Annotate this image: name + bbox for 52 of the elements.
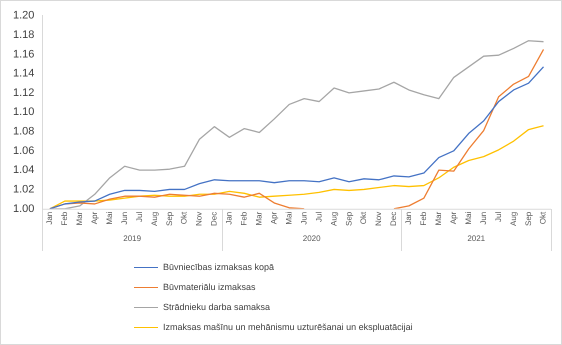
legend-label: Būvniecības izmaksas kopā [163,262,274,272]
y-tick-label: 1.20 [12,10,34,22]
x-tick-label: Nov [374,212,384,226]
x-tick-label: Apr [90,211,99,224]
x-tick-label: Jun [120,212,129,225]
x-tick-label: Mar [75,211,84,226]
y-tick-label: 1.06 [12,144,34,157]
x-tick-label: Apr [448,211,458,224]
text: 2020 [302,234,322,244]
y-tick-label: 1.12 [12,86,34,99]
x-tick-label: Jan [404,212,414,225]
x-tick-label: Apr [269,211,278,224]
x-tick-label: Nov [194,212,204,226]
x-tick-label: Jan [45,212,54,225]
x-tick-label: Mai [104,212,114,225]
text: 2019 [123,234,142,244]
x-tick-label: Aug [508,212,518,226]
x-tick-label: Okt [180,210,189,224]
x-tick-label: Dec [389,212,398,226]
y-tick-label: 1.10 [12,106,34,118]
x-tick-label: Feb [60,211,70,226]
x-tick-label: Okt [538,210,548,224]
x-tick-label: Jul [314,212,324,222]
x-tick-label: Aug [329,212,338,226]
x-tick-label: Aug [150,212,159,226]
text: 2021 [467,234,486,244]
x-tick-label: Jan [224,212,234,225]
y-tick-label: 1.04 [12,164,34,176]
legend-label: Būvmateriālu izmaksas [163,282,256,292]
x-tick-label: Mai [284,212,294,225]
x-tick-label: Mar [434,211,444,226]
x-tick-label: Feb [240,211,249,226]
x-tick-label: Feb [419,211,428,226]
y-tick-label: 1.02 [12,183,34,196]
y-tick-label: 1.00 [12,202,34,215]
x-tick-label: Jul [134,212,144,222]
legend-label: Izmaksas mašīnu un mehānismu uzturēšanai un ekspluatācijai [163,322,413,332]
x-tick-label: Dec [210,212,219,226]
x-tick-label: Jun [299,212,308,225]
x-tick-label: Jul [494,212,503,222]
x-tick-label: Sep [524,211,533,226]
x-tick-label: Mar [254,211,264,226]
y-tick-label: 1.16 [12,48,34,60]
y-tick-label: 1.14 [12,68,34,80]
x-tick-label: Jun [478,212,488,225]
y-tick-label: 1.08 [12,126,34,138]
legend-label: Strādnieku darba samaksa [163,302,270,312]
x-tick-label: Mai [464,212,473,225]
x-tick-label: Okt [359,210,368,224]
x-tick-label: Sep [344,211,354,226]
x-tick-label: Sep [164,211,174,226]
y-tick-label: 1.18 [12,28,34,41]
